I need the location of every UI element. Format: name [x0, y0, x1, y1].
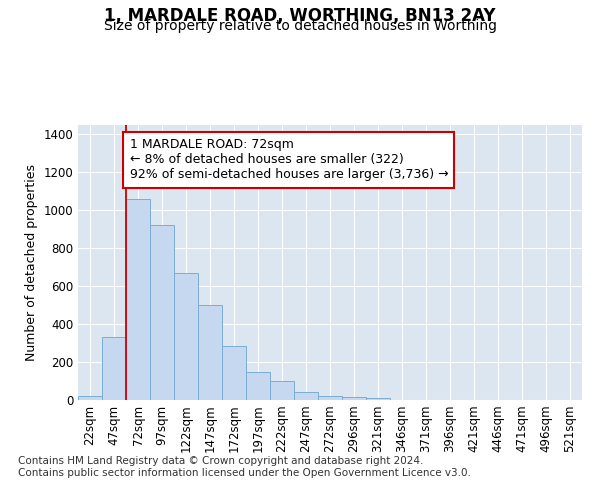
- Bar: [198, 305, 222, 400]
- Bar: [78, 396, 102, 400]
- Bar: [366, 398, 390, 400]
- Text: Contains HM Land Registry data © Crown copyright and database right 2024.
Contai: Contains HM Land Registry data © Crown c…: [18, 456, 471, 477]
- Bar: [174, 273, 198, 400]
- Bar: [126, 199, 150, 400]
- Text: 1, MARDALE ROAD, WORTHING, BN13 2AY: 1, MARDALE ROAD, WORTHING, BN13 2AY: [104, 8, 496, 26]
- Bar: [318, 396, 342, 400]
- Bar: [150, 224, 174, 400]
- Bar: [222, 346, 246, 400]
- Text: Size of property relative to detached houses in Worthing: Size of property relative to detached ho…: [104, 19, 497, 33]
- Bar: [294, 392, 318, 400]
- Bar: [246, 372, 270, 400]
- Text: 1 MARDALE ROAD: 72sqm
← 8% of detached houses are smaller (322)
92% of semi-deta: 1 MARDALE ROAD: 72sqm ← 8% of detached h…: [130, 138, 448, 182]
- Bar: [270, 381, 294, 400]
- Bar: [342, 396, 366, 400]
- Y-axis label: Number of detached properties: Number of detached properties: [25, 164, 38, 361]
- Bar: [102, 338, 126, 400]
